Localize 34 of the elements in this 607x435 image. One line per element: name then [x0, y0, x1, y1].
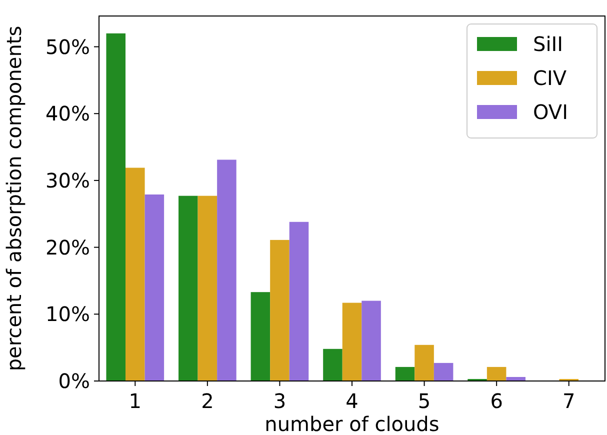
bar: [395, 366, 415, 381]
y-tick-label: 10%: [46, 302, 90, 326]
y-tick-label: 0%: [58, 369, 90, 393]
bar: [486, 366, 506, 381]
bar: [198, 196, 218, 381]
legend-label: CIV: [533, 66, 567, 90]
y-tick-label: 50%: [46, 34, 90, 59]
y-tick-label: 30%: [46, 168, 90, 192]
y-axis-title: percent of absorption components: [2, 26, 26, 372]
bar: [414, 344, 434, 381]
x-tick-label: 3: [273, 389, 286, 413]
x-tick-label: 6: [490, 389, 503, 413]
bar: [362, 300, 381, 381]
bar: [342, 302, 362, 381]
bar: [323, 348, 342, 381]
y-tick-label: 20%: [46, 235, 90, 260]
bar: [126, 168, 145, 381]
legend-label: SiII: [533, 32, 564, 56]
bar: [289, 222, 309, 381]
bar: [270, 240, 290, 381]
bar: [178, 196, 198, 381]
bar: [250, 292, 270, 381]
x-tick-label: 2: [201, 389, 214, 413]
legend-label: OVI: [533, 100, 568, 124]
bar: [217, 160, 236, 381]
x-tick-label: 4: [346, 389, 358, 413]
x-tick-label: 1: [128, 389, 142, 413]
x-tick-label: 7: [562, 389, 576, 413]
y-tick-label: 40%: [46, 102, 90, 126]
bar: [144, 194, 164, 381]
x-axis-title: number of clouds: [264, 412, 440, 435]
x-tick-label: 5: [418, 389, 431, 413]
bar: [106, 33, 126, 381]
bar: [434, 362, 454, 381]
